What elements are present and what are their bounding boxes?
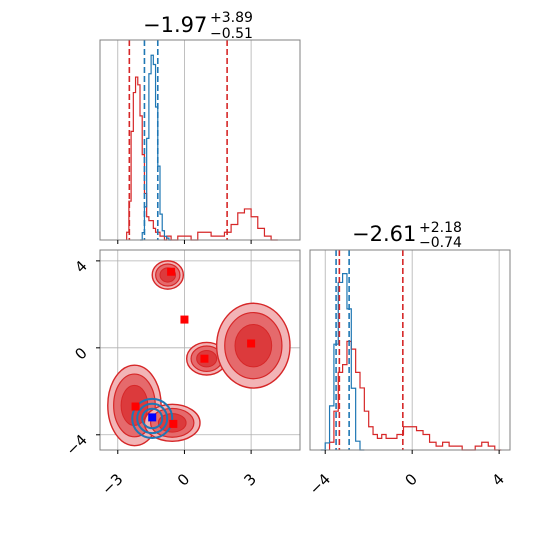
red-marker-3 bbox=[247, 339, 256, 348]
blue-marker-0 bbox=[148, 413, 157, 422]
blue-contour-0-2 bbox=[141, 407, 164, 430]
param2-xtick-label-1: 0 bbox=[402, 470, 421, 489]
joint-scatter-panel: −3 0 3 −4 0 4 bbox=[62, 249, 301, 498]
joint-xtick-label-2: 3 bbox=[240, 470, 259, 489]
joint-xtick-label-1: 0 bbox=[174, 470, 193, 489]
param2-xtick-label-0: −4 bbox=[306, 470, 334, 498]
blue-contour-0-0 bbox=[131, 397, 174, 440]
joint-contours bbox=[107, 260, 291, 447]
red-marker-1 bbox=[180, 315, 189, 324]
param1-hist-blue bbox=[140, 54, 172, 241]
param1-title-minus: −0.51 bbox=[210, 26, 253, 42]
red-marker-2 bbox=[200, 354, 209, 363]
red-marker-4 bbox=[131, 402, 140, 411]
blue-contour-0-1 bbox=[136, 402, 169, 435]
marginal-histogram-param2: −4 0 4 bbox=[306, 249, 511, 498]
red-marker-5 bbox=[169, 419, 178, 428]
marginal-histogram-param1 bbox=[99, 39, 301, 244]
param2-title-plus: +2.18 bbox=[419, 220, 462, 236]
param1-title-plus: +3.89 bbox=[210, 10, 253, 26]
joint-ytick-label-1: 0 bbox=[71, 344, 90, 363]
joint-ytick-label-2: 4 bbox=[71, 257, 90, 276]
joint-ytick-label-0: −4 bbox=[62, 431, 90, 459]
red-marker-0 bbox=[167, 267, 176, 276]
joint-frame bbox=[99, 249, 301, 451]
joint-xtick-label-0: −3 bbox=[98, 470, 126, 498]
param2-xtick-label-2: 4 bbox=[488, 470, 507, 489]
param1-frame bbox=[99, 39, 301, 241]
param2-frame bbox=[309, 249, 511, 451]
param2-title-minus: −0.74 bbox=[419, 235, 462, 251]
param2-hist-blue bbox=[320, 273, 365, 451]
param1-title-median: −1.97 bbox=[143, 13, 207, 37]
param2-title-median: −2.61 bbox=[352, 222, 416, 246]
